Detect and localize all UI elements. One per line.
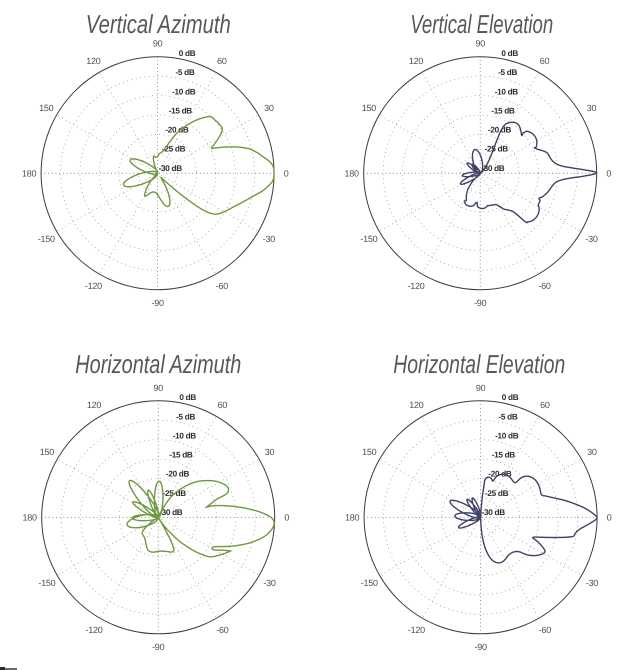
svg-text:-60: -60 (539, 625, 552, 635)
svg-text:-20 dB: -20 dB (165, 126, 189, 135)
svg-text:-30: -30 (263, 578, 276, 588)
svg-text:-30: -30 (586, 578, 599, 588)
svg-text:90: 90 (153, 383, 163, 393)
svg-text:-30 dB: -30 dB (159, 508, 183, 517)
svg-text:120: 120 (409, 56, 424, 66)
svg-text:-120: -120 (85, 625, 102, 635)
svg-text:-15 dB: -15 dB (491, 106, 515, 115)
svg-text:120: 120 (409, 400, 424, 410)
svg-text:60: 60 (217, 56, 227, 66)
svg-text:-15 dB: -15 dB (169, 106, 193, 115)
svg-text:-60: -60 (216, 625, 229, 635)
svg-text:-90: -90 (151, 298, 164, 308)
svg-text:-150: -150 (360, 234, 377, 244)
svg-text:-20 dB: -20 dB (488, 126, 512, 135)
svg-text:-30: -30 (585, 234, 598, 244)
svg-text:90: 90 (475, 39, 485, 49)
svg-text:-10 dB: -10 dB (172, 87, 196, 96)
svg-text:0: 0 (606, 168, 611, 178)
svg-text:Vertical Elevation: Vertical Elevation (410, 9, 553, 39)
svg-text:-5 dB: -5 dB (176, 68, 195, 77)
svg-text:-30: -30 (263, 234, 276, 244)
svg-text:0: 0 (284, 513, 289, 523)
svg-text:60: 60 (540, 400, 550, 410)
svg-text:60: 60 (540, 56, 550, 66)
svg-text:-30 dB: -30 dB (481, 164, 505, 173)
svg-text:-150: -150 (361, 578, 378, 588)
svg-text:0: 0 (607, 513, 612, 523)
svg-text:150: 150 (40, 447, 55, 457)
svg-text:30: 30 (265, 447, 275, 457)
svg-text:90: 90 (153, 39, 163, 49)
svg-text:-5 dB: -5 dB (176, 412, 195, 421)
svg-text:-90: -90 (474, 298, 487, 308)
svg-text:60: 60 (218, 400, 228, 410)
svg-text:30: 30 (587, 447, 597, 457)
svg-text:Horizontal Azimuth: Horizontal Azimuth (75, 349, 241, 379)
svg-text:-30 dB: -30 dB (482, 508, 506, 517)
svg-text:150: 150 (362, 103, 377, 113)
svg-text:-60: -60 (216, 281, 229, 291)
svg-text:-15 dB: -15 dB (169, 451, 193, 460)
svg-text:-90: -90 (474, 642, 487, 652)
svg-text:30: 30 (587, 103, 597, 113)
svg-text:Horizontal Elevation: Horizontal Elevation (393, 349, 565, 379)
svg-text:-120: -120 (407, 281, 424, 291)
svg-text:-20 dB: -20 dB (166, 470, 190, 479)
svg-text:-60: -60 (538, 281, 551, 291)
svg-text:180: 180 (23, 513, 38, 523)
svg-text:-25 dB: -25 dB (485, 145, 509, 154)
svg-text:150: 150 (39, 103, 54, 113)
svg-text:0 dB: 0 dB (502, 393, 519, 402)
svg-text:Vertical Azimuth: Vertical Azimuth (86, 9, 231, 39)
svg-text:-5 dB: -5 dB (499, 412, 518, 421)
svg-text:150: 150 (362, 447, 377, 457)
svg-text:-10 dB: -10 dB (495, 431, 519, 440)
svg-text:0 dB: 0 dB (179, 393, 196, 402)
svg-text:-30 dB: -30 dB (159, 164, 183, 173)
svg-text:90: 90 (476, 383, 486, 393)
svg-text:-150: -150 (38, 578, 55, 588)
svg-text:0: 0 (284, 168, 289, 178)
svg-text:-10 dB: -10 dB (173, 431, 197, 440)
svg-text:-120: -120 (85, 281, 102, 291)
svg-text:120: 120 (86, 56, 101, 66)
svg-text:-150: -150 (38, 234, 55, 244)
svg-text:-120: -120 (408, 625, 425, 635)
svg-text:0 dB: 0 dB (179, 49, 196, 58)
svg-text:-25 dB: -25 dB (162, 145, 186, 154)
svg-text:0 dB: 0 dB (501, 49, 518, 58)
svg-text:180: 180 (22, 168, 37, 178)
svg-text:-25 dB: -25 dB (485, 489, 509, 498)
svg-text:30: 30 (264, 103, 274, 113)
svg-text:-90: -90 (152, 642, 165, 652)
svg-text:180: 180 (345, 168, 360, 178)
svg-text:120: 120 (87, 400, 102, 410)
svg-text:-15 dB: -15 dB (492, 451, 516, 460)
svg-text:180: 180 (345, 513, 360, 523)
svg-text:-5 dB: -5 dB (498, 68, 517, 77)
svg-text:-10 dB: -10 dB (495, 87, 519, 96)
